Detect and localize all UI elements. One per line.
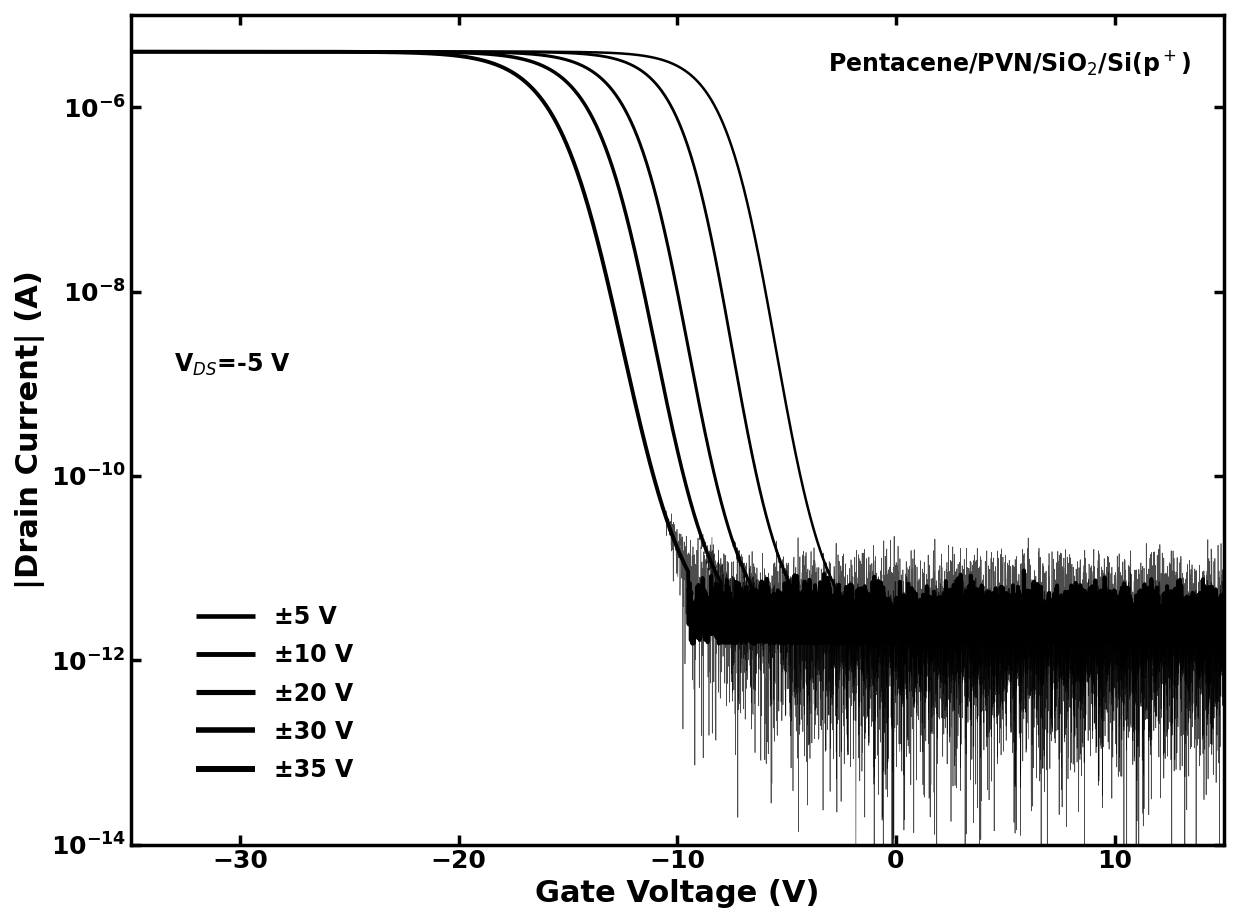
±30 V (939, 631, 954, 642)
±10 V (939, 637, 954, 648)
Y-axis label: |Drain Current| (A): |Drain Current| (A) (15, 270, 45, 589)
±10 V (835, 633, 850, 644)
±10 V (322, 46, 337, 57)
±5 V (123, 46, 138, 57)
X-axis label: Gate Voltage (V): Gate Voltage (V) (535, 879, 819, 908)
±5 V (541, 46, 556, 57)
±5 V (989, 639, 1004, 650)
±35 V (1217, 630, 1232, 641)
±20 V (1022, 633, 1037, 644)
±5 V (779, 401, 794, 412)
±30 V (1217, 638, 1232, 649)
±20 V (541, 51, 556, 62)
±35 V (322, 46, 337, 57)
Text: Pentacene/PVN/SiO$_2$/Si(p$^+$): Pentacene/PVN/SiO$_2$/Si(p$^+$) (828, 48, 1191, 78)
±20 V (779, 636, 794, 647)
±35 V (123, 46, 138, 57)
±10 V (1022, 636, 1037, 647)
±20 V (834, 628, 849, 639)
±5 V (834, 636, 849, 647)
±5 V (939, 630, 954, 641)
±10 V (779, 570, 794, 581)
Line: ±35 V: ±35 V (130, 52, 1224, 644)
Line: ±5 V: ±5 V (130, 52, 1224, 644)
±30 V (123, 46, 138, 57)
±10 V (1217, 626, 1232, 637)
±30 V (1022, 629, 1037, 641)
±10 V (123, 46, 138, 57)
±20 V (322, 46, 337, 57)
±30 V (322, 46, 337, 57)
±5 V (322, 46, 337, 57)
±35 V (1022, 585, 1037, 596)
±5 V (1022, 636, 1037, 647)
±35 V (834, 592, 849, 603)
Text: V$_{DS}$=-5 V: V$_{DS}$=-5 V (175, 353, 291, 378)
±5 V (1217, 633, 1232, 644)
±20 V (939, 628, 954, 639)
±35 V (927, 639, 942, 650)
Line: ±20 V: ±20 V (130, 52, 1224, 644)
±30 V (779, 628, 794, 639)
Line: ±10 V: ±10 V (130, 52, 1224, 644)
±30 V (541, 63, 556, 74)
Legend: ±5 V, ±10 V, ±20 V, ±30 V, ±35 V: ±5 V, ±10 V, ±20 V, ±30 V, ±35 V (186, 595, 362, 791)
±20 V (932, 639, 947, 650)
Line: ±30 V: ±30 V (130, 52, 1224, 644)
±10 V (834, 639, 849, 650)
±20 V (123, 46, 138, 57)
±35 V (779, 591, 794, 602)
±30 V (945, 639, 960, 650)
±30 V (834, 629, 849, 640)
±35 V (541, 103, 556, 114)
±35 V (939, 623, 954, 634)
±20 V (1217, 617, 1232, 628)
±10 V (541, 47, 556, 58)
